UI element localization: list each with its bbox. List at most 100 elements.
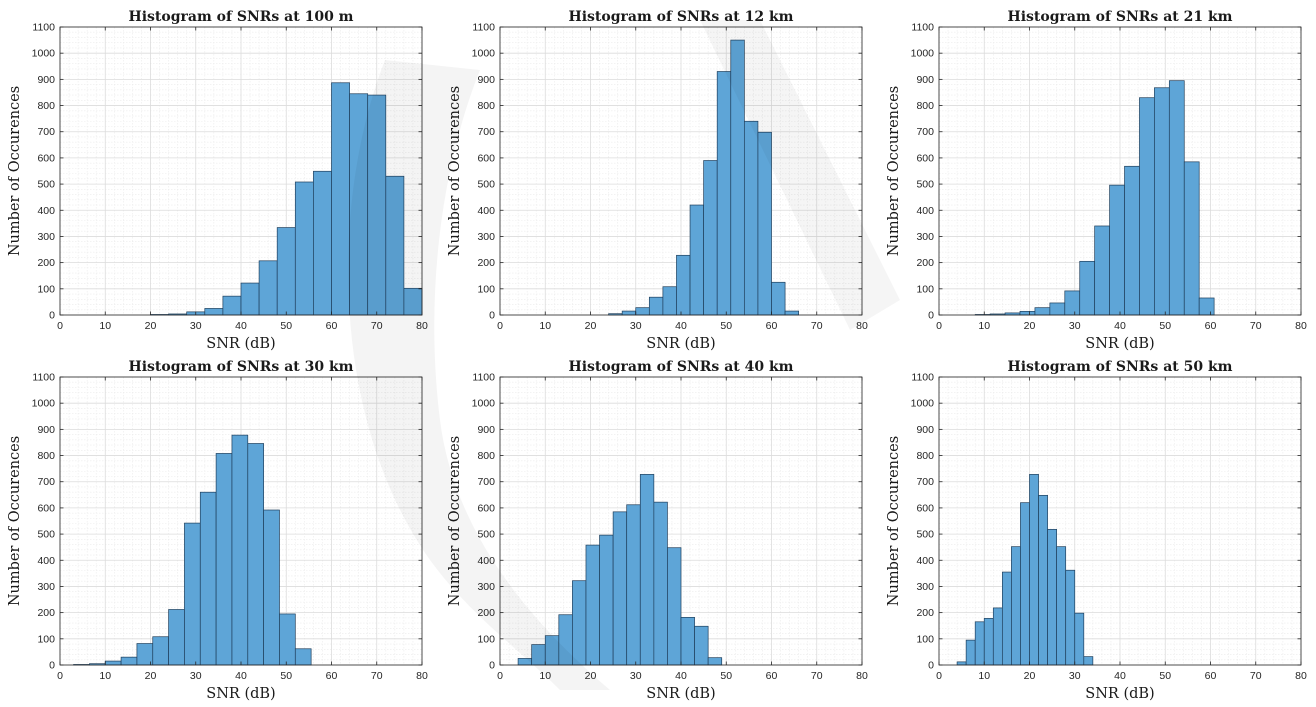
chart-panel-1: 0 10 20 30 40 50 60 70 8001002003004005006007008… xyxy=(7,9,428,352)
x-tick-label: 80 xyxy=(1295,670,1307,682)
y-tick-label: 700 xyxy=(37,476,55,488)
y-tick-label: 800 xyxy=(477,100,495,112)
histogram-bar xyxy=(1124,165,1140,316)
histogram-bar xyxy=(184,522,201,666)
histogram-bar xyxy=(730,39,745,316)
histogram-bar xyxy=(983,618,994,666)
histogram-bar xyxy=(531,644,546,666)
x-tick-label: 0 xyxy=(57,320,63,332)
chart-panel-6: 0 10 20 30 40 50 60 70 8001002003004005006007008… xyxy=(886,359,1307,702)
histogram-bar xyxy=(263,509,280,666)
y-tick-label: 1000 xyxy=(472,398,496,410)
histogram-bar xyxy=(974,621,985,666)
x-tick-label: 0 xyxy=(497,670,503,682)
histogram-bar xyxy=(199,491,217,666)
y-tick-label: 1000 xyxy=(32,48,56,60)
x-tick-label: 40 xyxy=(235,670,247,682)
chart-panel-2: 0 10 20 30 40 50 60 70 8001002003004005006007008… xyxy=(447,9,868,352)
x-tick-label: 40 xyxy=(1114,320,1126,332)
y-tick-label: 800 xyxy=(37,450,55,462)
histogram-bar xyxy=(680,616,695,666)
y-tick-label: 600 xyxy=(37,502,55,514)
histogram-bar xyxy=(558,614,573,666)
histogram-bar xyxy=(120,656,138,666)
histogram-bar xyxy=(599,534,614,666)
x-tick-label: 20 xyxy=(1024,320,1036,332)
chart-panel-4: 0 10 20 30 40 50 60 70 8001002003004005006007008… xyxy=(7,359,428,702)
histogram-bar xyxy=(385,175,405,316)
histogram-bar xyxy=(676,254,691,316)
histogram-bar xyxy=(703,160,718,316)
histogram-bar xyxy=(572,580,587,666)
ticks: 0 10 20 30 40 50 60 70 8001002003004005006007008… xyxy=(911,22,1307,333)
x-tick-label: 20 xyxy=(1024,670,1036,682)
histogram-bar xyxy=(1064,290,1081,316)
y-tick-label: 1000 xyxy=(911,398,935,410)
y-tick-label: 600 xyxy=(916,152,934,164)
x-tick-label: 80 xyxy=(1295,320,1307,332)
histogram-bar xyxy=(1034,307,1051,316)
y-tick-label: 200 xyxy=(916,257,934,269)
histogram-bar xyxy=(965,639,976,666)
histogram-bar xyxy=(1065,569,1076,666)
histogram-bar xyxy=(1083,656,1094,666)
y-tick-label: 1000 xyxy=(911,48,935,60)
x-tick-label: 50 xyxy=(720,670,732,682)
histogram-bar xyxy=(1074,612,1085,666)
y-tick-label: 100 xyxy=(37,283,55,295)
histogram-bar xyxy=(1029,474,1039,666)
x-tick-label: 50 xyxy=(720,320,732,332)
histogram-bar xyxy=(1183,161,1200,316)
y-tick-label: 1100 xyxy=(472,372,495,384)
x-tick-label: 70 xyxy=(1250,670,1262,682)
histogram-bar xyxy=(1049,302,1066,316)
histogram-bar xyxy=(279,613,296,666)
x-tick-label: 50 xyxy=(280,670,292,682)
x-tick-label: 10 xyxy=(539,320,551,332)
histogram-bar xyxy=(716,71,732,316)
y-tick-label: 900 xyxy=(916,74,934,86)
x-tick-label: 50 xyxy=(1159,320,1171,332)
y-tick-label: 1000 xyxy=(32,398,56,410)
chart-title: Histogram of SNRs at 21 km xyxy=(1008,9,1233,25)
y-tick-label: 1100 xyxy=(911,372,934,384)
y-tick-label: 500 xyxy=(477,179,495,191)
y-tick-label: 200 xyxy=(37,607,55,619)
y-tick-label: 500 xyxy=(37,529,55,541)
x-axis-label: SNR (dB) xyxy=(206,336,275,352)
y-tick-label: 700 xyxy=(477,126,495,138)
histogram-bar xyxy=(276,227,296,316)
histogram-bar xyxy=(635,307,650,316)
histogram-bar xyxy=(1198,297,1215,316)
x-axis-label: SNR (dB) xyxy=(646,686,715,702)
histogram-bar xyxy=(1001,571,1012,666)
y-tick-label: 300 xyxy=(916,581,934,593)
x-tick-label: 60 xyxy=(326,670,338,682)
y-tick-label: 400 xyxy=(37,205,55,217)
y-tick-label: 800 xyxy=(916,450,934,462)
histogram-bar xyxy=(707,657,723,666)
x-tick-label: 30 xyxy=(630,320,642,332)
histogram-bar xyxy=(1056,546,1067,666)
chart-title: Histogram of SNRs at 50 km xyxy=(1008,359,1233,375)
x-axis-label: SNR (dB) xyxy=(1085,336,1154,352)
y-tick-label: 1100 xyxy=(32,372,55,384)
histogram-bar xyxy=(204,308,224,316)
histogram-bar xyxy=(653,501,668,666)
y-tick-label: 300 xyxy=(37,231,55,243)
y-axis-label: Number of Occurences xyxy=(7,436,23,606)
x-tick-label: 60 xyxy=(1205,670,1217,682)
y-tick-label: 600 xyxy=(37,152,55,164)
x-tick-label: 40 xyxy=(675,670,687,682)
y-tick-label: 500 xyxy=(37,179,55,191)
histogram-bar xyxy=(956,661,967,666)
histogram-bar xyxy=(667,547,682,666)
y-tick-label: 700 xyxy=(916,476,934,488)
y-tick-label: 200 xyxy=(37,257,55,269)
histogram-bar xyxy=(1079,260,1096,316)
chart-title: Histogram of SNRs at 12 km xyxy=(569,9,794,25)
y-tick-label: 700 xyxy=(37,126,55,138)
ticks: 0 10 20 30 40 50 60 70 8001002003004005006007008… xyxy=(32,22,428,333)
x-tick-label: 50 xyxy=(1159,670,1171,682)
